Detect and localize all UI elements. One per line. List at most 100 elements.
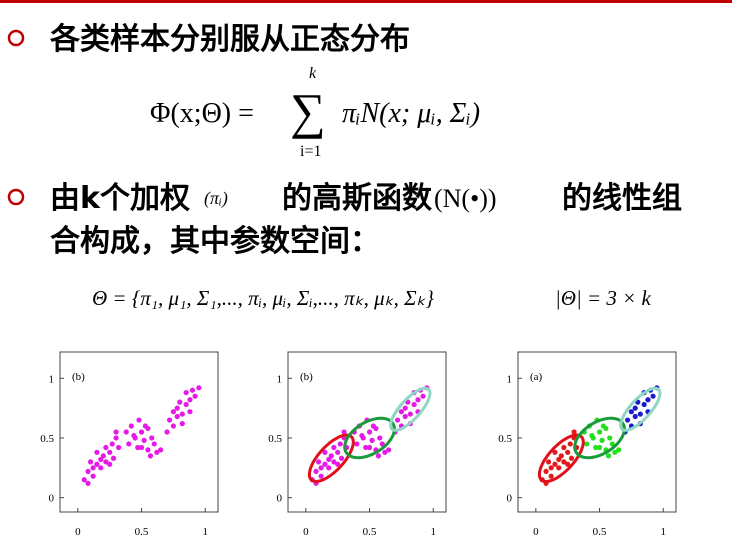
point	[170, 423, 177, 429]
x-tick-label: 0	[75, 526, 81, 538]
point	[318, 465, 324, 471]
point	[179, 411, 185, 417]
point	[354, 441, 360, 447]
point	[335, 449, 341, 455]
point	[107, 449, 113, 455]
point	[341, 429, 347, 435]
point	[116, 444, 122, 451]
point	[313, 468, 319, 475]
formula-sum: ∑	[290, 83, 326, 139]
point	[565, 461, 571, 467]
point	[183, 401, 189, 408]
point	[600, 423, 606, 429]
x-tick-label: 1	[203, 526, 209, 538]
point	[337, 441, 343, 447]
point	[142, 423, 148, 429]
point	[149, 435, 155, 441]
point	[584, 441, 590, 447]
point	[359, 432, 365, 439]
point	[158, 447, 164, 453]
point	[326, 456, 332, 463]
point	[338, 455, 345, 461]
point	[322, 449, 328, 455]
point	[599, 437, 605, 443]
point	[545, 459, 552, 465]
point	[596, 444, 603, 451]
point	[147, 453, 154, 459]
point	[183, 389, 189, 396]
point	[567, 441, 573, 447]
point	[624, 417, 631, 423]
point	[100, 453, 106, 459]
point	[402, 413, 408, 420]
point	[565, 449, 571, 455]
point	[331, 459, 337, 465]
point	[123, 429, 129, 435]
point	[177, 399, 183, 405]
point	[552, 461, 558, 467]
point	[571, 429, 577, 435]
point	[87, 459, 94, 465]
point	[164, 429, 170, 435]
point	[552, 449, 558, 455]
point	[94, 449, 100, 455]
bullet-text: 的线性组	[562, 181, 682, 216]
point	[151, 441, 157, 447]
point	[94, 461, 100, 467]
point	[605, 453, 612, 459]
point	[81, 477, 87, 483]
point	[98, 465, 104, 471]
point	[322, 461, 328, 467]
panel-label: (a)	[530, 371, 543, 383]
point	[126, 441, 132, 447]
point	[637, 411, 643, 417]
point	[386, 447, 392, 453]
point	[107, 461, 113, 467]
y-tick-label: 0.5	[40, 433, 54, 445]
point	[90, 465, 96, 471]
point	[632, 413, 638, 420]
point	[128, 423, 134, 429]
point	[113, 429, 119, 435]
y-tick-label: 1	[507, 373, 513, 385]
point	[556, 465, 562, 471]
point	[187, 397, 193, 403]
formula-count: |Θ| = 3 × k	[555, 286, 652, 310]
point	[363, 444, 369, 451]
point	[335, 461, 341, 467]
point	[366, 429, 373, 435]
y-tick-label: 0	[507, 493, 513, 505]
point	[331, 444, 337, 451]
point	[628, 409, 635, 415]
point	[154, 449, 160, 455]
x-tick-label: 0.5	[363, 526, 377, 538]
point	[110, 455, 117, 461]
x-tick-label: 1	[431, 526, 437, 538]
bullet-math: (πᵢ)	[204, 188, 228, 209]
point	[174, 413, 180, 420]
x-tick-label: 0	[303, 526, 309, 538]
point	[558, 453, 564, 459]
point	[85, 480, 91, 486]
point	[411, 401, 417, 408]
formula-upper: k	[309, 65, 317, 82]
ellipse	[343, 416, 396, 460]
point	[561, 444, 567, 451]
point	[90, 473, 96, 479]
point	[179, 421, 185, 427]
point	[366, 444, 373, 451]
point	[103, 444, 109, 451]
point	[136, 417, 142, 423]
bullet	[7, 188, 25, 206]
point	[548, 473, 554, 479]
point	[170, 409, 177, 415]
panel-label: (b)	[72, 371, 85, 383]
y-tick-label: 0	[49, 493, 55, 505]
point	[135, 444, 141, 451]
point	[543, 468, 549, 475]
formula-lower: i=1	[300, 143, 321, 160]
ellipse	[619, 386, 662, 432]
point	[415, 397, 421, 403]
point	[377, 435, 383, 441]
point	[556, 456, 562, 463]
